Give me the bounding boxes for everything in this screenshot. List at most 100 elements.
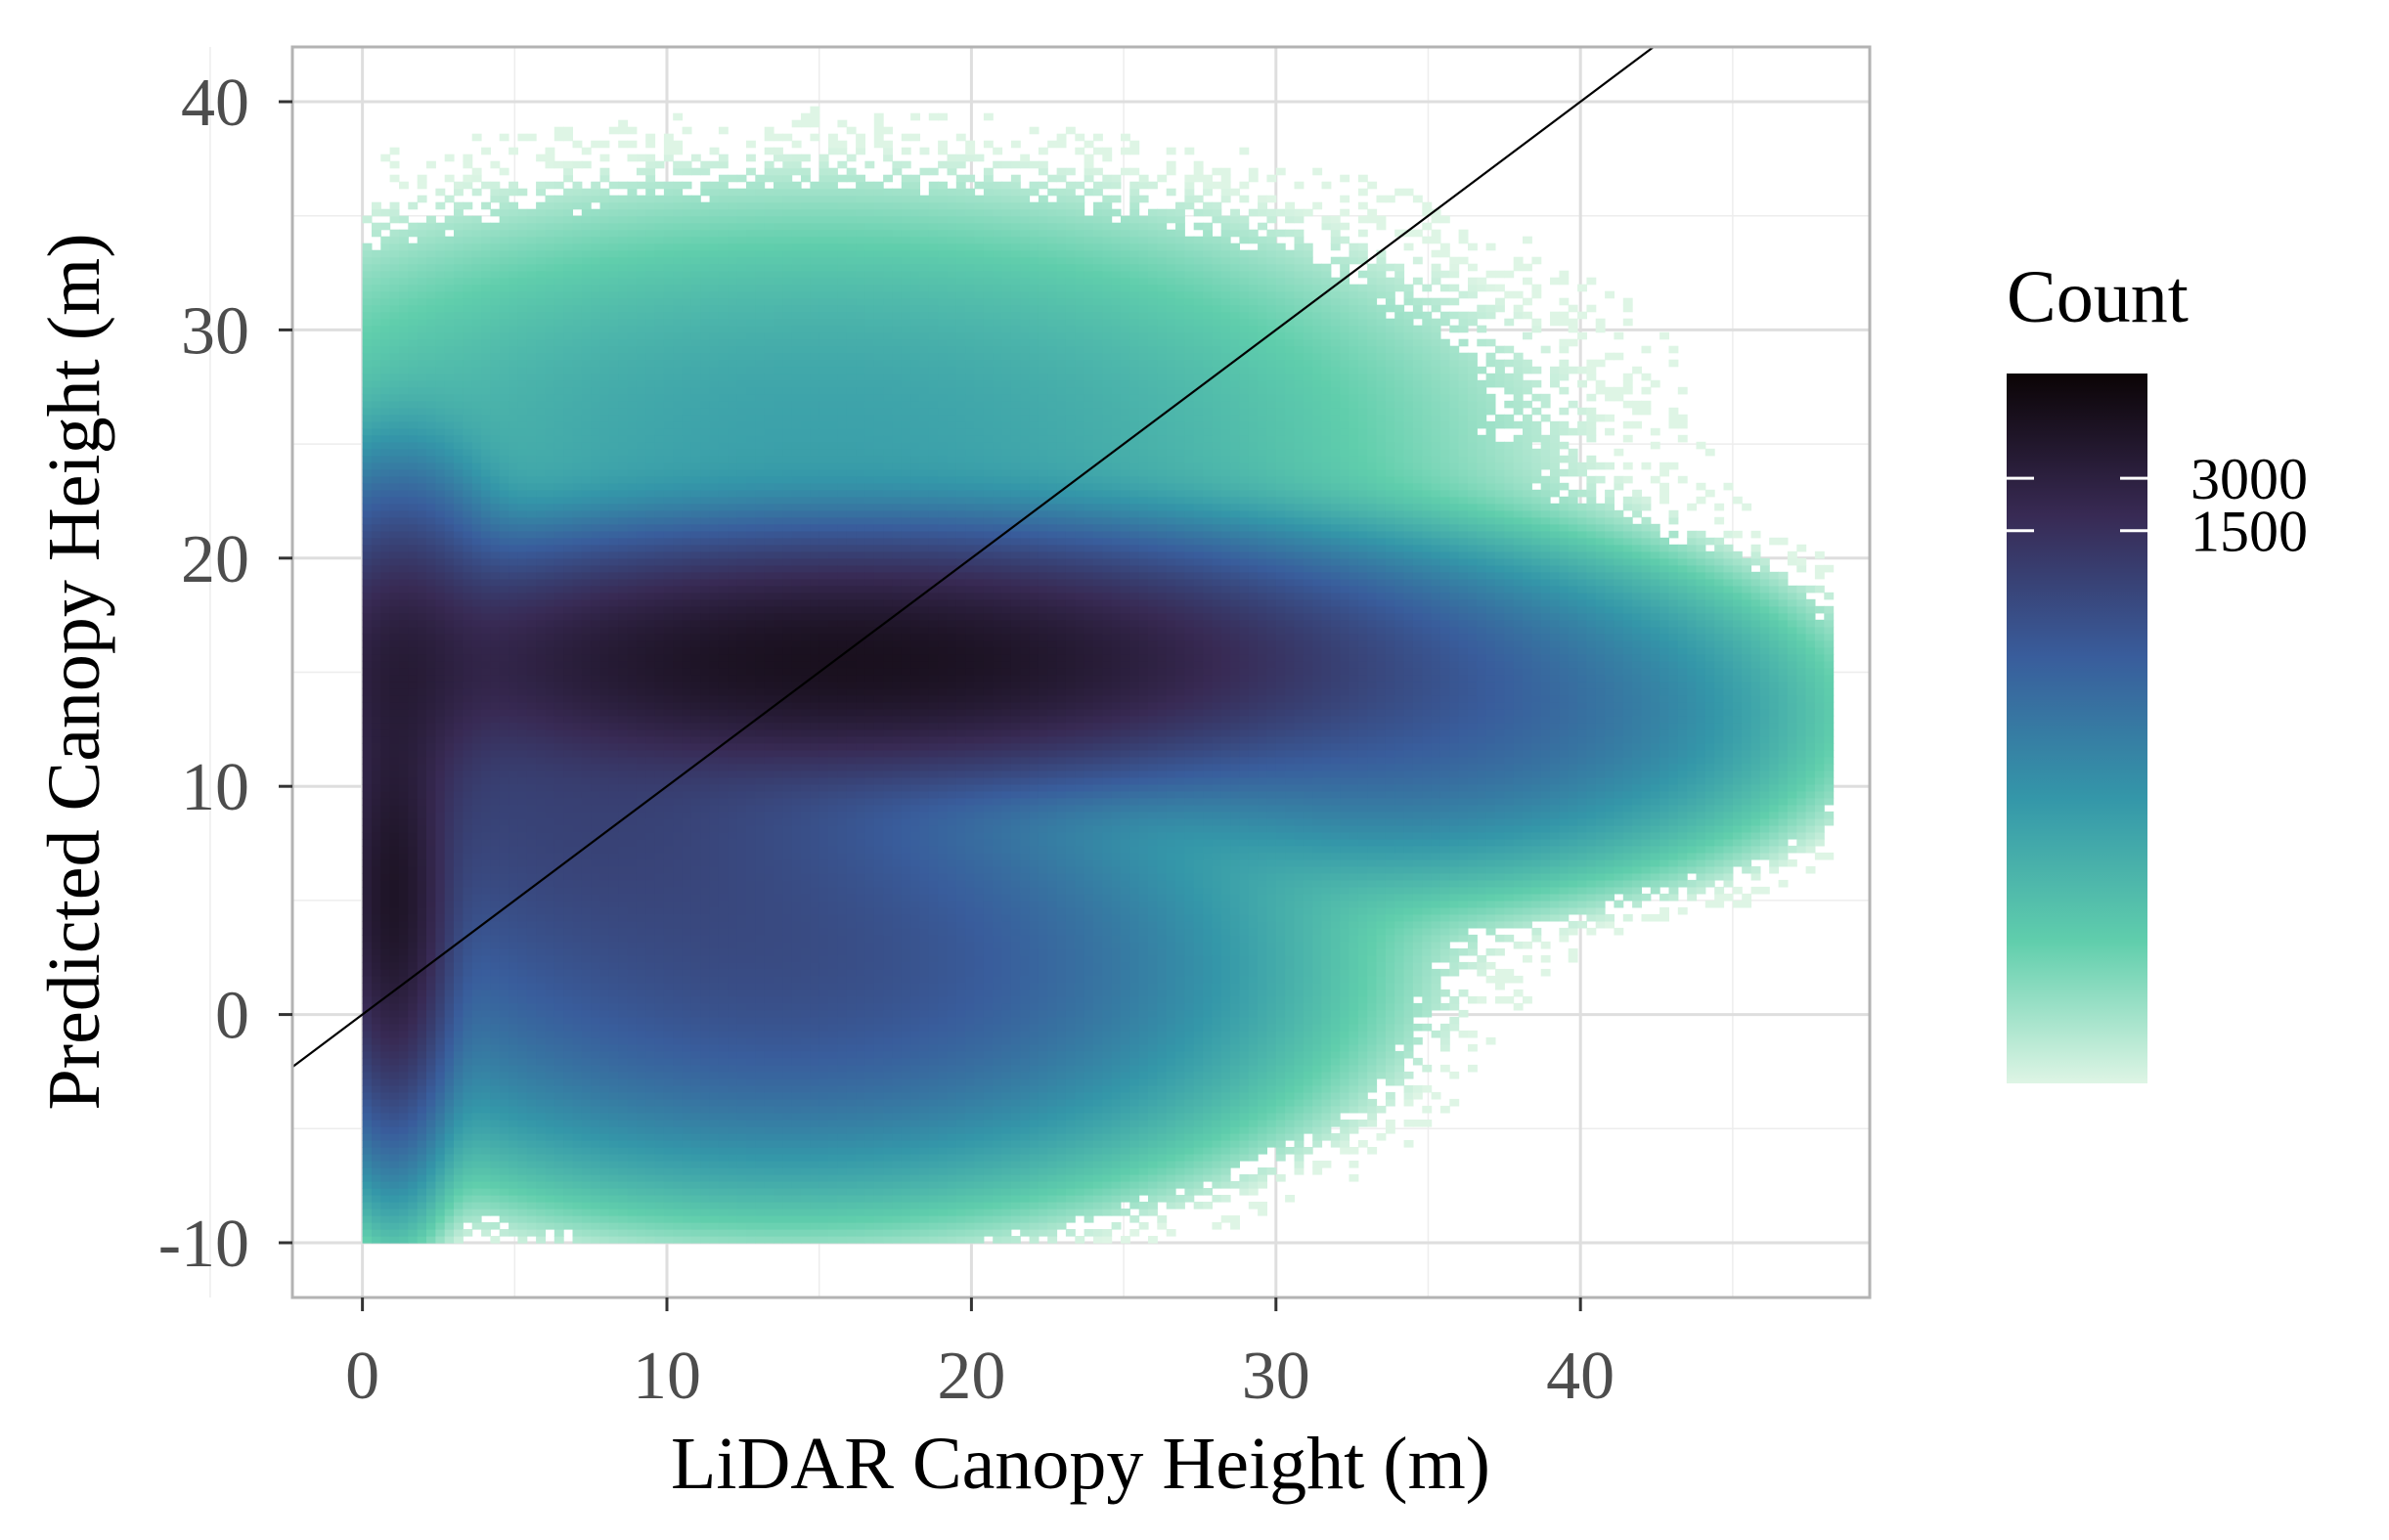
density-bin <box>418 456 427 463</box>
density-bin <box>463 1024 472 1032</box>
density-bin <box>609 476 619 484</box>
density-bin <box>618 497 628 505</box>
density-bin <box>445 510 455 518</box>
density-bin <box>380 716 390 724</box>
density-bin <box>418 764 427 771</box>
density-bin <box>445 1092 455 1100</box>
density-bin <box>655 969 665 977</box>
density-bin <box>500 196 509 203</box>
density-bin <box>637 1202 646 1210</box>
density-bin <box>418 736 427 744</box>
density-bin <box>554 1209 564 1216</box>
density-bin <box>645 757 655 765</box>
density-bin <box>517 243 527 251</box>
density-bin <box>517 291 527 299</box>
density-bin <box>426 880 436 888</box>
density-bin <box>418 298 427 306</box>
density-bin <box>490 1188 500 1196</box>
density-bin <box>582 510 592 518</box>
density-bin <box>609 962 619 970</box>
density-bin <box>399 380 409 388</box>
density-bin <box>472 983 482 990</box>
density-bin <box>390 428 400 436</box>
density-bin <box>509 818 518 826</box>
density-bin <box>435 285 445 292</box>
density-bin <box>517 278 527 286</box>
density-bin <box>390 449 400 457</box>
density-bin <box>481 182 491 190</box>
density-bin <box>426 312 436 320</box>
density-bin <box>582 620 592 628</box>
density-bin <box>435 695 445 703</box>
density-bin <box>445 456 455 463</box>
density-bin <box>399 859 409 867</box>
density-bin <box>390 202 400 210</box>
density-bin <box>546 1058 555 1066</box>
density-bin <box>517 640 527 648</box>
density-bin <box>554 682 564 689</box>
density-bin <box>390 476 400 484</box>
density-bin <box>517 1195 527 1203</box>
density-bin <box>546 736 555 744</box>
density-bin <box>554 1161 564 1168</box>
density-bin <box>418 983 427 990</box>
density-bin <box>563 346 573 354</box>
density-bin <box>380 839 390 847</box>
density-bin <box>618 531 628 539</box>
density-bin <box>490 1058 500 1066</box>
density-bin <box>363 640 373 648</box>
density-bin <box>408 291 418 299</box>
density-bin <box>408 1106 418 1114</box>
density-bin <box>600 1037 610 1045</box>
density-bin <box>618 729 628 737</box>
density-bin <box>363 298 373 306</box>
density-bin <box>546 969 555 977</box>
density-bin <box>582 1222 592 1230</box>
density-bin <box>645 1174 655 1182</box>
density-bin <box>445 695 455 703</box>
density-bin <box>418 326 427 333</box>
density-bin <box>554 887 564 895</box>
density-bin <box>573 873 583 881</box>
density-bin <box>582 818 592 826</box>
density-bin <box>618 948 628 956</box>
density-bin <box>509 326 518 333</box>
density-bin <box>609 1058 619 1066</box>
density-bin <box>645 702 655 710</box>
density-bin <box>390 367 400 374</box>
density-bin <box>380 955 390 963</box>
density-bin <box>527 319 537 327</box>
density-bin <box>536 1188 546 1196</box>
density-bin <box>546 935 555 943</box>
density-bin <box>408 572 418 580</box>
density-bin <box>600 456 610 463</box>
density-bin <box>609 1188 619 1196</box>
density-bin <box>408 332 418 340</box>
density-bin <box>618 202 628 210</box>
density-bin <box>600 805 610 813</box>
density-bin <box>463 1010 472 1018</box>
density-bin <box>546 853 555 860</box>
density-bin <box>445 1106 455 1114</box>
density-bin <box>418 791 427 799</box>
density-bin <box>372 620 381 628</box>
density-bin <box>463 634 472 641</box>
density-bin <box>591 545 600 552</box>
density-bin <box>454 812 464 819</box>
density-bin <box>563 401 573 409</box>
density-bin <box>454 312 464 320</box>
density-bin <box>517 531 527 539</box>
density-bin <box>600 298 610 306</box>
density-bin <box>408 1058 418 1066</box>
density-bin <box>637 914 646 922</box>
density-bin <box>472 408 482 416</box>
density-bin <box>637 312 646 320</box>
density-bin <box>527 456 537 463</box>
density-bin <box>399 1174 409 1182</box>
density-bin <box>500 462 509 470</box>
density-bin <box>372 887 381 895</box>
density-bin <box>418 750 427 758</box>
density-bin <box>554 846 564 854</box>
density-bin <box>591 1147 600 1155</box>
density-bin <box>527 285 537 292</box>
